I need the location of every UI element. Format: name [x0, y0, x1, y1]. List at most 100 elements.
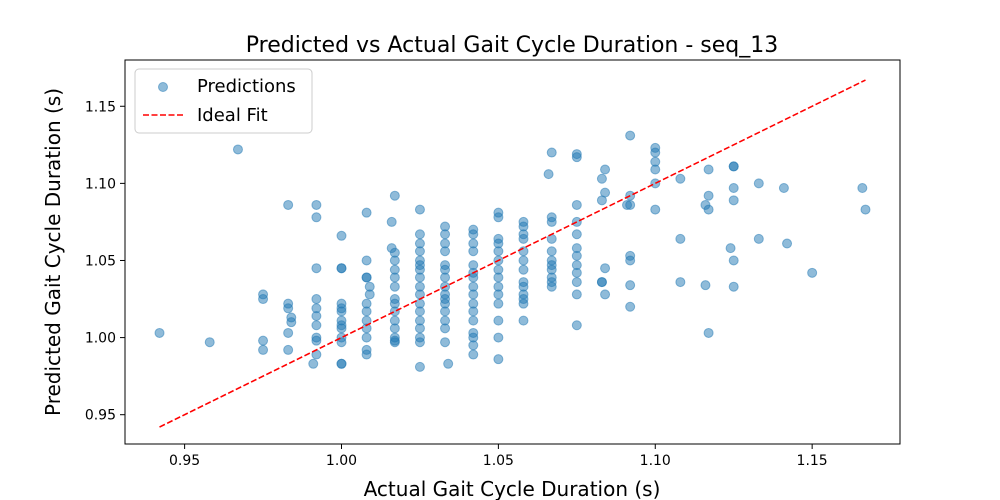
data-point	[336, 263, 347, 274]
data-point	[543, 169, 554, 180]
data-point	[518, 233, 529, 244]
data-point	[675, 277, 686, 288]
data-point	[468, 289, 479, 300]
data-point	[336, 306, 347, 317]
data-point	[468, 340, 479, 351]
data-point	[389, 335, 400, 346]
data-point	[336, 337, 347, 348]
data-point	[258, 294, 269, 305]
data-point	[753, 233, 764, 244]
legend-ideal-fit-label: Ideal Fit	[197, 105, 268, 126]
x-tick-label: 1.10	[640, 453, 671, 469]
data-point	[650, 178, 661, 189]
y-tick-label: 1.10	[85, 176, 116, 192]
data-point	[389, 255, 400, 266]
data-point	[571, 267, 582, 278]
data-point	[414, 323, 425, 334]
data-point	[571, 320, 582, 331]
data-point	[493, 354, 504, 365]
data-point	[232, 144, 243, 155]
data-point	[600, 289, 611, 300]
data-point	[386, 216, 397, 227]
x-axis-label: Actual Gait Cycle Duration (s)	[364, 477, 661, 500]
data-point	[361, 272, 372, 283]
data-point	[703, 204, 714, 215]
data-point	[336, 323, 347, 334]
data-point	[650, 204, 661, 215]
data-point	[468, 315, 479, 326]
data-point	[518, 246, 529, 257]
data-point	[625, 130, 636, 141]
data-point	[311, 212, 322, 223]
data-point	[311, 311, 322, 321]
plot-area-frame	[124, 59, 901, 445]
x-tick-label: 1.05	[483, 453, 514, 469]
data-point	[571, 250, 582, 261]
y-tick-label: 0.95	[85, 408, 116, 424]
data-point	[440, 323, 451, 334]
chart-title: Predicted vs Actual Gait Cycle Duration …	[246, 33, 778, 58]
data-point	[650, 147, 661, 158]
x-axis-ticks: 0.95 1.00 1.05 1.10 1.15	[169, 444, 828, 469]
data-point	[571, 229, 582, 240]
legend-predictions-marker	[158, 82, 168, 92]
data-point	[596, 173, 607, 184]
data-point	[258, 344, 269, 355]
data-point	[625, 280, 636, 291]
data-point	[493, 289, 504, 300]
data-point	[728, 183, 739, 193]
data-point	[440, 246, 451, 257]
data-point	[308, 358, 319, 369]
y-tick-label: 1.15	[85, 99, 116, 115]
data-point	[336, 358, 347, 369]
data-point	[625, 301, 636, 312]
legend-predictions-label: Predictions	[197, 76, 296, 97]
data-point	[414, 306, 425, 317]
data-point	[311, 263, 322, 274]
data-point	[728, 161, 739, 172]
data-point	[703, 190, 714, 201]
data-point	[782, 238, 793, 249]
data-point	[389, 272, 400, 283]
data-point	[857, 183, 868, 193]
data-point	[258, 335, 269, 346]
data-points	[154, 130, 871, 372]
data-point	[414, 229, 425, 240]
data-point	[283, 344, 294, 355]
data-point	[361, 207, 372, 218]
data-point	[283, 303, 294, 314]
data-point	[204, 337, 215, 348]
data-point	[286, 317, 297, 328]
data-point	[546, 216, 557, 227]
data-point	[600, 187, 611, 198]
y-axis-ticks: 0.95 1.00 1.05 1.10 1.15	[85, 99, 125, 424]
data-point	[571, 277, 582, 288]
data-point	[728, 281, 739, 292]
data-point	[703, 164, 714, 175]
data-point	[440, 272, 451, 283]
data-point	[311, 294, 322, 305]
data-point	[440, 306, 451, 317]
data-point	[440, 229, 451, 240]
data-point	[493, 272, 504, 283]
data-point	[600, 263, 611, 274]
legend: Predictions Ideal Fit	[134, 68, 313, 134]
data-point	[311, 199, 322, 210]
data-point	[389, 281, 400, 292]
data-point	[154, 327, 165, 338]
data-point	[414, 272, 425, 283]
data-point	[546, 147, 557, 158]
data-point	[468, 246, 479, 257]
data-point	[311, 320, 322, 331]
data-point	[493, 332, 504, 343]
data-point	[389, 190, 400, 201]
legend-frame	[134, 68, 313, 134]
data-point	[389, 323, 400, 334]
data-point	[443, 358, 454, 369]
data-point	[675, 233, 686, 244]
data-point	[283, 199, 294, 210]
data-point	[283, 327, 294, 338]
data-point	[596, 277, 607, 288]
data-point	[440, 337, 451, 348]
